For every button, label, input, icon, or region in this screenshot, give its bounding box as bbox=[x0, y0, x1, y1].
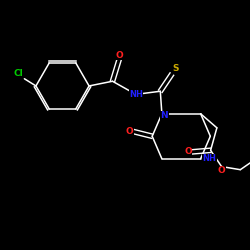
Text: O: O bbox=[126, 127, 134, 136]
Text: S: S bbox=[173, 64, 179, 73]
Text: N: N bbox=[160, 111, 168, 120]
Text: Cl: Cl bbox=[13, 69, 23, 78]
Text: NH: NH bbox=[129, 90, 143, 99]
Text: O: O bbox=[218, 166, 226, 175]
Text: O: O bbox=[116, 50, 123, 59]
Text: O: O bbox=[184, 147, 192, 156]
Text: NH: NH bbox=[202, 154, 216, 163]
